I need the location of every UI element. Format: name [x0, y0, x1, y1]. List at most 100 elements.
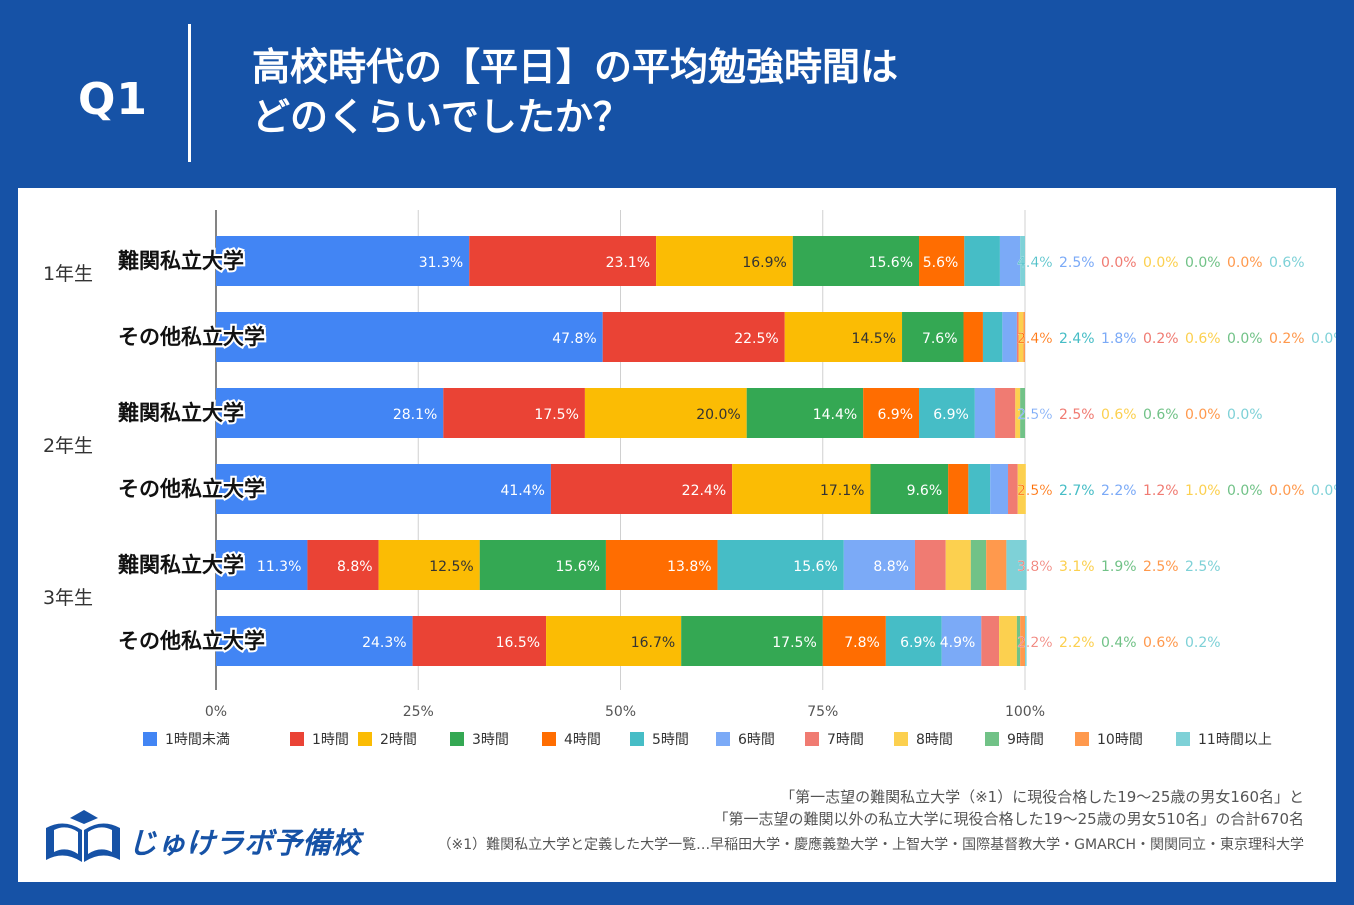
data-label-outside: 2.5% [1059, 255, 1095, 271]
bar-segment [546, 616, 682, 666]
data-label-outside: 3.8% [1017, 559, 1053, 575]
data-label: 15.6% [793, 559, 837, 575]
bar-segment [216, 464, 551, 514]
data-label-outside: 2.7% [1059, 483, 1095, 499]
legend-label: 3時間 [472, 732, 509, 748]
bar-segment [974, 388, 996, 438]
legend-label: 4時間 [564, 732, 601, 748]
bar-segment [995, 388, 1016, 438]
bar-segment [784, 312, 903, 362]
category-label: その他私立大学 [118, 477, 265, 501]
data-label: 6.9% [933, 407, 969, 423]
data-label-outside: 2.2% [1059, 635, 1095, 651]
data-label-outside: 0.0% [1101, 255, 1137, 271]
legend-swatch [1176, 732, 1190, 746]
data-label-outside: 1.9% [1101, 559, 1137, 575]
data-label: 8.8% [873, 559, 909, 575]
legend-label: 5時間 [652, 732, 689, 748]
legend-swatch [716, 732, 730, 746]
x-tick-label: 100% [1005, 704, 1045, 720]
group-label: 2年生 [43, 435, 93, 457]
bar-segment [941, 616, 982, 666]
data-label-outside: 2.5% [1017, 483, 1053, 499]
bar-segment [216, 388, 444, 438]
bar-segment [982, 312, 1003, 362]
data-label-outside: 1.8% [1101, 331, 1137, 347]
data-label: 11.3% [257, 559, 301, 575]
bar-segment [999, 236, 1021, 286]
legend-swatch [143, 732, 157, 746]
legend-swatch [290, 732, 304, 746]
legend-label: 11時間以上 [1198, 732, 1272, 748]
data-label: 22.5% [734, 331, 778, 347]
bar-segment [656, 236, 793, 286]
bar-segment [584, 388, 747, 438]
data-label-outside: 0.0% [1185, 407, 1221, 423]
data-label-outside: 2.5% [1059, 407, 1095, 423]
bar-segment [307, 540, 379, 590]
category-label: 難関私立大学 [118, 249, 244, 273]
bar-segment [970, 540, 987, 590]
data-label-outside: 4.4% [1017, 255, 1053, 271]
legend-label: 6時間 [738, 732, 775, 748]
bar-segment [964, 236, 1000, 286]
data-label: 12.5% [429, 559, 473, 575]
bar-segment [1016, 616, 1021, 666]
question-title: 高校時代の【平日】の平均勉強時間は どのくらいでしたか？ [252, 42, 898, 142]
data-label-outside: 1.2% [1143, 483, 1179, 499]
bar-segment [1016, 312, 1019, 362]
data-label-outside: 2.5% [1143, 559, 1179, 575]
data-label-outside: 2.2% [1101, 483, 1137, 499]
data-label: 7.8% [844, 635, 880, 651]
data-label: 17.1% [820, 483, 864, 499]
data-label: 28.1% [393, 407, 437, 423]
bar-segment [602, 312, 785, 362]
bar-segment [1015, 388, 1021, 438]
bar-segment [605, 540, 718, 590]
legend-label: 7時間 [827, 732, 864, 748]
data-label: 14.4% [813, 407, 857, 423]
bar-segment [999, 616, 1017, 666]
logo-text: じゅけラボ予備校 [128, 826, 361, 860]
legend-swatch [358, 732, 372, 746]
source-note-2: 「第一志望の難関以外の私立大学に現役合格した19～25歳の男女510名」の合計6… [713, 810, 1304, 828]
bar-segment [863, 388, 920, 438]
data-label: 16.5% [496, 635, 540, 651]
data-label-outside: 0.0% [1143, 255, 1179, 271]
bar-segment [479, 540, 606, 590]
bar-segment [412, 616, 547, 666]
data-label-outside: 0.6% [1143, 635, 1179, 651]
group-label: 1年生 [43, 263, 93, 285]
data-label: 15.6% [869, 255, 913, 271]
data-label-outside: 2.2% [1017, 635, 1053, 651]
bar-segment [732, 464, 871, 514]
data-label-outside: 0.0% [1311, 331, 1336, 347]
data-label-outside: 0.0% [1269, 483, 1305, 499]
data-label-outside: 0.4% [1101, 635, 1137, 651]
data-label-outside: 2.5% [1017, 407, 1053, 423]
bar-segment [990, 464, 1009, 514]
data-label-outside: 0.2% [1185, 635, 1221, 651]
data-label-outside: 0.6% [1101, 407, 1137, 423]
bar-segment [914, 540, 946, 590]
legend-label: 8時間 [916, 732, 953, 748]
bar-segment [986, 540, 1007, 590]
bar-segment [717, 540, 844, 590]
bar-segment [1020, 236, 1025, 286]
bar-segment [443, 388, 585, 438]
bar-segment [948, 464, 969, 514]
x-tick-label: 0% [205, 704, 227, 720]
data-label: 9.6% [907, 483, 943, 499]
title-line-1: 高校時代の【平日】の平均勉強時間は [252, 45, 899, 89]
bar-segment [378, 540, 480, 590]
legend-swatch [630, 732, 644, 746]
data-label: 14.5% [852, 331, 896, 347]
bar-segment [550, 464, 733, 514]
data-label: 23.1% [606, 255, 650, 271]
bar-segment [746, 388, 864, 438]
category-label: その他私立大学 [118, 325, 265, 349]
bar-segment [963, 312, 983, 362]
bar-segment [822, 616, 886, 666]
data-label-outside: 0.0% [1227, 331, 1263, 347]
bar-segment [681, 616, 823, 666]
